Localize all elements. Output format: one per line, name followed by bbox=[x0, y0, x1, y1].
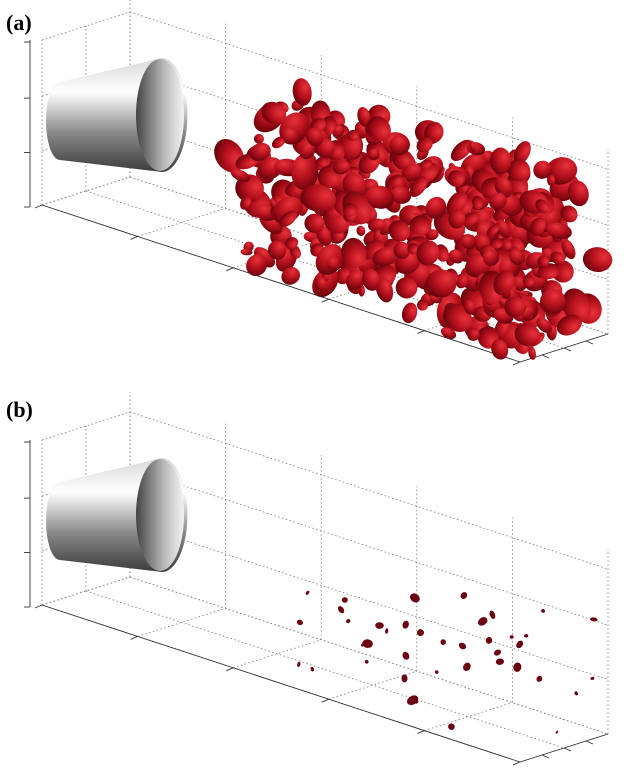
vortex-structure bbox=[345, 618, 351, 624]
tick bbox=[322, 299, 329, 302]
tick bbox=[586, 741, 593, 744]
panel-b bbox=[24, 392, 608, 765]
vortex-structure bbox=[462, 661, 473, 672]
vortex-structure bbox=[375, 622, 384, 629]
vortex-structure bbox=[401, 620, 409, 630]
tick bbox=[131, 636, 138, 639]
vortex-structure bbox=[485, 636, 493, 645]
vortex-structure bbox=[476, 615, 489, 627]
vortex-structure bbox=[459, 591, 468, 600]
vortex-structure bbox=[434, 670, 439, 675]
tick bbox=[322, 699, 329, 702]
tick bbox=[513, 362, 520, 365]
panel-label: (a) bbox=[6, 10, 32, 35]
vortex-structure bbox=[401, 651, 410, 661]
panel-a bbox=[24, 0, 614, 365]
vortex-structure bbox=[440, 639, 446, 645]
vortex-structure bbox=[408, 591, 421, 604]
tick bbox=[417, 331, 424, 334]
vortex-structure bbox=[458, 641, 468, 650]
vortex-structure bbox=[493, 648, 502, 657]
vortex-structure bbox=[495, 658, 504, 666]
vortex-structure bbox=[405, 693, 420, 707]
vortex-structure bbox=[590, 676, 595, 680]
vortex-structure bbox=[337, 605, 346, 615]
tick bbox=[586, 341, 593, 344]
grid-line bbox=[42, 412, 130, 440]
nozzle-opening bbox=[136, 459, 184, 571]
vortex-structure bbox=[540, 608, 545, 613]
vortex-structure bbox=[342, 597, 348, 603]
vortex-structure bbox=[515, 639, 525, 649]
nozzle-opening bbox=[136, 59, 184, 171]
tick bbox=[131, 236, 138, 239]
vortex-structure bbox=[305, 590, 310, 595]
vortex-structure bbox=[510, 635, 514, 638]
grid-line bbox=[130, 577, 608, 734]
page: (a) (b) (() => { const data = JSON.parse… bbox=[0, 0, 641, 771]
tick bbox=[226, 268, 233, 271]
vortex-structure bbox=[582, 246, 614, 274]
vortex-structure bbox=[254, 134, 264, 144]
grid-line bbox=[130, 468, 608, 625]
grid-line bbox=[130, 577, 608, 734]
vortex-structure bbox=[524, 634, 528, 638]
grid-line bbox=[130, 412, 608, 569]
grid-line bbox=[130, 523, 608, 680]
tick bbox=[35, 605, 42, 608]
tick bbox=[35, 205, 42, 208]
tick bbox=[542, 755, 549, 758]
vortex-structure bbox=[512, 662, 522, 673]
grid-line bbox=[42, 12, 130, 40]
vortex-structure bbox=[364, 659, 369, 664]
tick bbox=[564, 748, 571, 751]
panel-label: (b) bbox=[6, 397, 33, 422]
vortex-structure bbox=[310, 666, 315, 672]
figure: (a) (b) bbox=[0, 0, 641, 771]
vortex-structure bbox=[555, 730, 558, 734]
vortex-structure bbox=[385, 628, 389, 634]
vortex-structure bbox=[402, 674, 408, 682]
tick bbox=[542, 355, 549, 358]
tick bbox=[564, 348, 571, 351]
vortex-structure bbox=[400, 301, 420, 325]
tick bbox=[513, 762, 520, 765]
vortex-structure bbox=[574, 691, 579, 696]
vortex-structure bbox=[296, 619, 304, 626]
tick bbox=[417, 731, 424, 734]
tick bbox=[226, 668, 233, 671]
grid-line bbox=[424, 703, 512, 731]
vortex-structure bbox=[362, 639, 374, 649]
vortex-structure bbox=[297, 661, 301, 667]
x-axis bbox=[42, 605, 520, 762]
vortex-structure bbox=[355, 225, 366, 237]
vortex-structure bbox=[488, 610, 496, 620]
vortex-structure bbox=[416, 628, 424, 636]
vortex-structure bbox=[590, 617, 598, 622]
vortex-structure bbox=[535, 675, 543, 683]
